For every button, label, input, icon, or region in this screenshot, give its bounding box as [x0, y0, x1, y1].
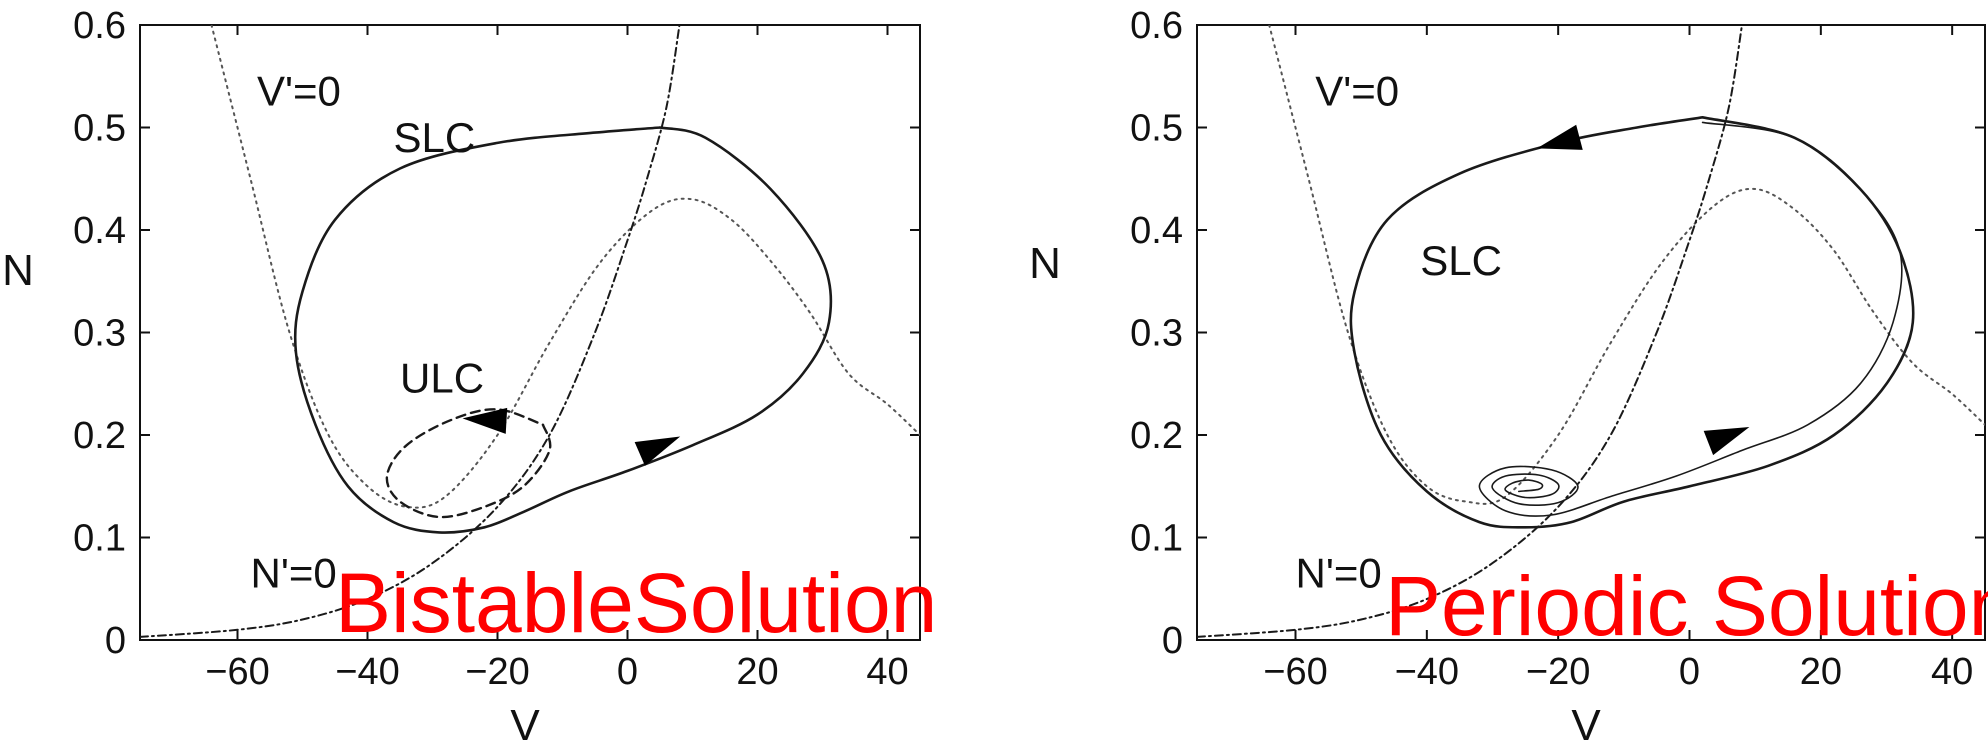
y-tick-label: 0.4 [1130, 210, 1183, 252]
x-tick-label: −20 [1526, 651, 1590, 693]
series-dashdot-curve [140, 25, 681, 638]
plot-frame [1196, 24, 1986, 641]
series-thin-curve [1478, 121, 1903, 517]
y-tick-label: 0.4 [73, 210, 126, 252]
y-tick-label: 0.3 [73, 313, 126, 355]
x-tick-label: −60 [205, 651, 269, 693]
x-axis-label: V [1571, 701, 1601, 746]
y-tick-label: 0.2 [1130, 415, 1183, 457]
y-tick-label: 0.1 [1130, 518, 1183, 560]
curve-annotation-label: N'=0 [1296, 549, 1382, 596]
x-tick-label: −40 [335, 651, 399, 693]
overlay-solution-label: BistableSolution [335, 556, 937, 650]
x-tick-label: 20 [736, 651, 778, 693]
x-tick-label: 0 [1679, 651, 1700, 693]
x-tick-label: 0 [617, 651, 638, 693]
plot-frame [139, 24, 921, 641]
overlay-solution-label: Periodic Solution [1385, 559, 1988, 653]
curve-annotation-label: N'=0 [251, 549, 337, 596]
series-dotted-curve [1268, 25, 1985, 505]
y-axis-label: N [2, 246, 34, 295]
y-tick-label: 0 [1162, 620, 1183, 662]
series-dashed-curve [385, 408, 552, 519]
y-tick-label: 0.6 [73, 5, 126, 47]
y-tick-label: 0.5 [1130, 108, 1183, 150]
panel-bistable: −60 −40 −20 0 20 40 0 0.1 0.2 0.3 0.4 0.5 0.6 V N V'=0 S… [2, 5, 937, 746]
x-tick-label: −40 [1395, 651, 1459, 693]
y-tick-label: 0.2 [73, 415, 126, 457]
y-tick-label: 0 [105, 620, 126, 662]
curve-annotation-label: ULC [400, 355, 484, 402]
direction-arrow-marker [1703, 427, 1750, 456]
x-tick-label: −20 [465, 651, 529, 693]
direction-arrow-marker [462, 407, 508, 434]
direction-arrow-marker [634, 436, 681, 466]
series-dotted-curve [210, 25, 920, 509]
curve-annotation-label: SLC [1420, 237, 1502, 284]
curves [140, 25, 920, 638]
direction-arrow-marker [1536, 124, 1583, 150]
curves [1197, 25, 1985, 638]
y-tick-label: 0.1 [73, 518, 126, 560]
y-axis-label: N [1029, 239, 1061, 288]
x-tick-label: −60 [1263, 651, 1327, 693]
x-tick-label: 40 [1931, 651, 1973, 693]
y-tick-label: 0.6 [1130, 5, 1183, 47]
curve-annotation-label: SLC [394, 114, 476, 161]
x-tick-label: 40 [866, 651, 908, 693]
x-axis-label: V [510, 701, 540, 746]
x-tick-label: 20 [1800, 651, 1842, 693]
curve-annotation-label: V'=0 [257, 68, 341, 115]
series-dashdot-curve [1197, 25, 1743, 638]
y-tick-label: 0.5 [73, 108, 126, 150]
series-solid-curve [293, 126, 833, 534]
series-solid-curve [1349, 116, 1915, 529]
y-tick-label: 0.3 [1130, 313, 1183, 355]
panel-periodic: −60 −40 −20 0 20 40 0 0.1 0.2 0.3 0.4 0.5 0.6 V N V'=0 S… [1029, 5, 1988, 746]
curve-annotation-label: V'=0 [1315, 68, 1399, 115]
